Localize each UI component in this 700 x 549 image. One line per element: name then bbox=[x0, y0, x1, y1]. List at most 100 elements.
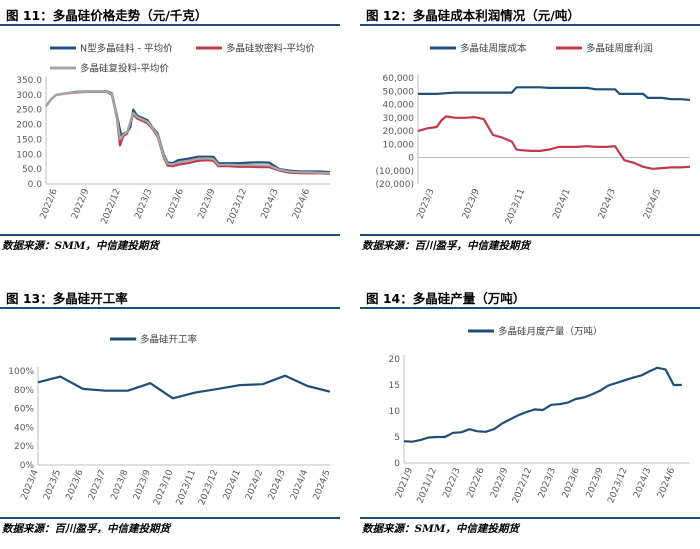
x-tick-label: 2023/12 bbox=[606, 466, 629, 504]
panel-title: 图 11：多晶硅价格走势（元/千克） bbox=[6, 8, 208, 23]
x-tick-label: 2024/1 bbox=[222, 468, 243, 501]
x-tick-label: 2021/9 bbox=[394, 466, 415, 499]
legend-label: 多晶硅致密料-平均价 bbox=[226, 43, 315, 55]
series-line bbox=[403, 366, 682, 443]
x-tick-label: 2022/9 bbox=[489, 466, 510, 499]
panel-title: 图 14：多晶硅产量（万吨） bbox=[366, 291, 526, 306]
panel-cost-profit: 图 12：多晶硅成本利润情况（元/吨） (20,000) (10,000) 0 10,… bbox=[360, 0, 700, 252]
x-tick-label: 2023/11 bbox=[175, 468, 198, 506]
x-tick-label: 2021/12 bbox=[416, 466, 439, 504]
x-tick-label: 2024/1 bbox=[552, 187, 573, 220]
y-tick-label: 0 bbox=[394, 459, 400, 469]
x-tick-label: 2023/9 bbox=[461, 187, 482, 220]
source-note: 数据来源：百川盈孚，中信建投期货 bbox=[2, 523, 170, 535]
y-tick-label: 15 bbox=[389, 381, 400, 391]
x-tick-label: 2023/5 bbox=[42, 468, 63, 501]
y-tick-label: 20 bbox=[389, 355, 401, 365]
x-tick-label: 2023/9 bbox=[132, 468, 153, 501]
series-line bbox=[417, 115, 691, 170]
y-tick-label: (20,000) bbox=[375, 180, 414, 190]
x-tick-label: 2022/12 bbox=[511, 466, 534, 504]
series-line bbox=[37, 374, 331, 400]
x-tick-label: 2023/4 bbox=[20, 468, 41, 501]
x-tick-label: 2022/3 bbox=[442, 466, 463, 499]
x-tick-label: 2023/10 bbox=[152, 468, 175, 507]
y-tick-label: 200.0 bbox=[16, 121, 42, 131]
y-tick-label: 80% bbox=[14, 386, 34, 396]
x-tick-label: 2022/9 bbox=[70, 187, 91, 220]
legend-label: 多晶硅复投料-平均价 bbox=[80, 63, 169, 75]
y-tick-label: (10,000) bbox=[375, 167, 414, 177]
cost-profit-chart: (20,000) (10,000) 0 10,000 20,000 30,000 40,00… bbox=[375, 43, 691, 226]
y-tick-label: 0 bbox=[408, 154, 414, 164]
y-tick-label: 30,000 bbox=[383, 114, 415, 124]
x-tick-label: 2022/6 bbox=[465, 466, 486, 499]
panel-header: 图 12：多晶硅成本利润情况（元/吨） bbox=[360, 0, 700, 26]
x-tick-label: 2024/6 bbox=[291, 187, 312, 220]
y-tick-label: 350.0 bbox=[16, 76, 42, 86]
source-note: 数据来源：SMM，中信建投期货 bbox=[362, 523, 519, 535]
source-note: 数据来源：百川盈孚，中信建投期货 bbox=[362, 240, 530, 252]
series-line bbox=[45, 90, 331, 175]
price-chart: 0.0 50.0 100.0 150.0 200.0 250.0 300.0 350.0 202… bbox=[16, 43, 331, 226]
x-tick-label: 2024/3 bbox=[632, 466, 653, 499]
y-tick-label: 0% bbox=[20, 461, 35, 471]
header-rule bbox=[360, 307, 700, 309]
y-tick-label: 0.0 bbox=[28, 180, 43, 190]
x-tick-label: 2023/8 bbox=[109, 468, 130, 501]
y-tick-label: 10,000 bbox=[383, 140, 415, 150]
y-tick-label: 40,000 bbox=[383, 101, 415, 111]
y-tick-label: 60% bbox=[14, 405, 34, 415]
panel-output: 图 14：多晶硅产量（万吨） 0 5 10 15 20 2021/9 2021/12 2022… bbox=[360, 283, 700, 535]
x-tick-label: 2024/6 bbox=[656, 466, 677, 499]
x-tick-label: 2023/6 bbox=[561, 466, 582, 499]
footer-rule bbox=[0, 234, 340, 236]
x-tick-label: 2024/5 bbox=[312, 468, 333, 501]
y-tick-label: 300.0 bbox=[16, 91, 42, 101]
x-tick-label: 2023/7 bbox=[87, 468, 108, 501]
y-tick-label: 50.0 bbox=[22, 165, 42, 175]
y-tick-label: 50,000 bbox=[383, 87, 415, 97]
x-tick-label: 2024/4 bbox=[289, 468, 310, 501]
x-tick-label: 2023/12 bbox=[197, 468, 220, 506]
legend-label: 多晶硅周度成本 bbox=[460, 43, 527, 55]
header-rule bbox=[0, 307, 340, 309]
x-tick-label: 2022/6 bbox=[39, 187, 60, 220]
y-tick-label: 250.0 bbox=[16, 106, 42, 116]
series-line bbox=[418, 86, 691, 101]
x-tick-label: 2023/12 bbox=[226, 187, 249, 225]
source-note: 数据来源：SMM，中信建投期货 bbox=[2, 240, 159, 252]
x-tick-label: 2022/12 bbox=[100, 187, 123, 225]
header-rule bbox=[360, 24, 700, 26]
y-tick-label: 40% bbox=[14, 423, 34, 433]
operating-rate-chart: 0%20%40%60%80%100%2023/4 2023/5 2023/6 2023… bbox=[8, 334, 333, 507]
x-tick-label: 2024/3 bbox=[597, 187, 618, 220]
panel-header: 图 13：多晶硅开工率 bbox=[0, 283, 340, 309]
panel-header: 图 11：多晶硅价格走势（元/千克） bbox=[0, 0, 340, 26]
footer-rule bbox=[0, 517, 340, 519]
footer-rule bbox=[360, 517, 700, 519]
panel-title: 图 13：多晶硅开工率 bbox=[6, 291, 128, 306]
x-tick-label: 2024/3 bbox=[260, 187, 281, 220]
panel-price: 图 11：多晶硅价格走势（元/千克） 0.0 50.0 100.0 150.0 200.… bbox=[0, 0, 340, 252]
x-tick-label: 2023/3 bbox=[416, 187, 437, 220]
legend-label: 多晶硅开工率 bbox=[140, 334, 198, 346]
y-tick-label: 60,000 bbox=[383, 74, 415, 84]
header-rule bbox=[0, 24, 340, 26]
legend-label: 多晶硅月度产量（万吨） bbox=[498, 326, 603, 338]
y-tick-label: 10 bbox=[389, 407, 401, 417]
footer-rule bbox=[360, 234, 700, 236]
panel-operating-rate: 图 13：多晶硅开工率 0% 20% 40% 60% 80% 100% 2023/4 2023… bbox=[0, 283, 340, 535]
x-tick-label: 2023/9 bbox=[196, 187, 217, 220]
x-tick-label: 2023/9 bbox=[585, 466, 606, 499]
y-tick-label: 20,000 bbox=[383, 127, 415, 137]
legend-label: 多晶硅周度利润 bbox=[586, 43, 653, 55]
x-tick-label: 2023/3 bbox=[133, 187, 154, 220]
y-tick-label: 100.0 bbox=[16, 150, 42, 160]
x-tick-label: 2023/6 bbox=[65, 468, 86, 501]
y-tick-label: 20% bbox=[14, 442, 34, 452]
panel-title: 图 12：多晶硅成本利润情况（元/吨） bbox=[366, 8, 580, 23]
x-tick-label: 2024/5 bbox=[642, 187, 663, 220]
x-tick-label: 2023/11 bbox=[504, 187, 527, 225]
